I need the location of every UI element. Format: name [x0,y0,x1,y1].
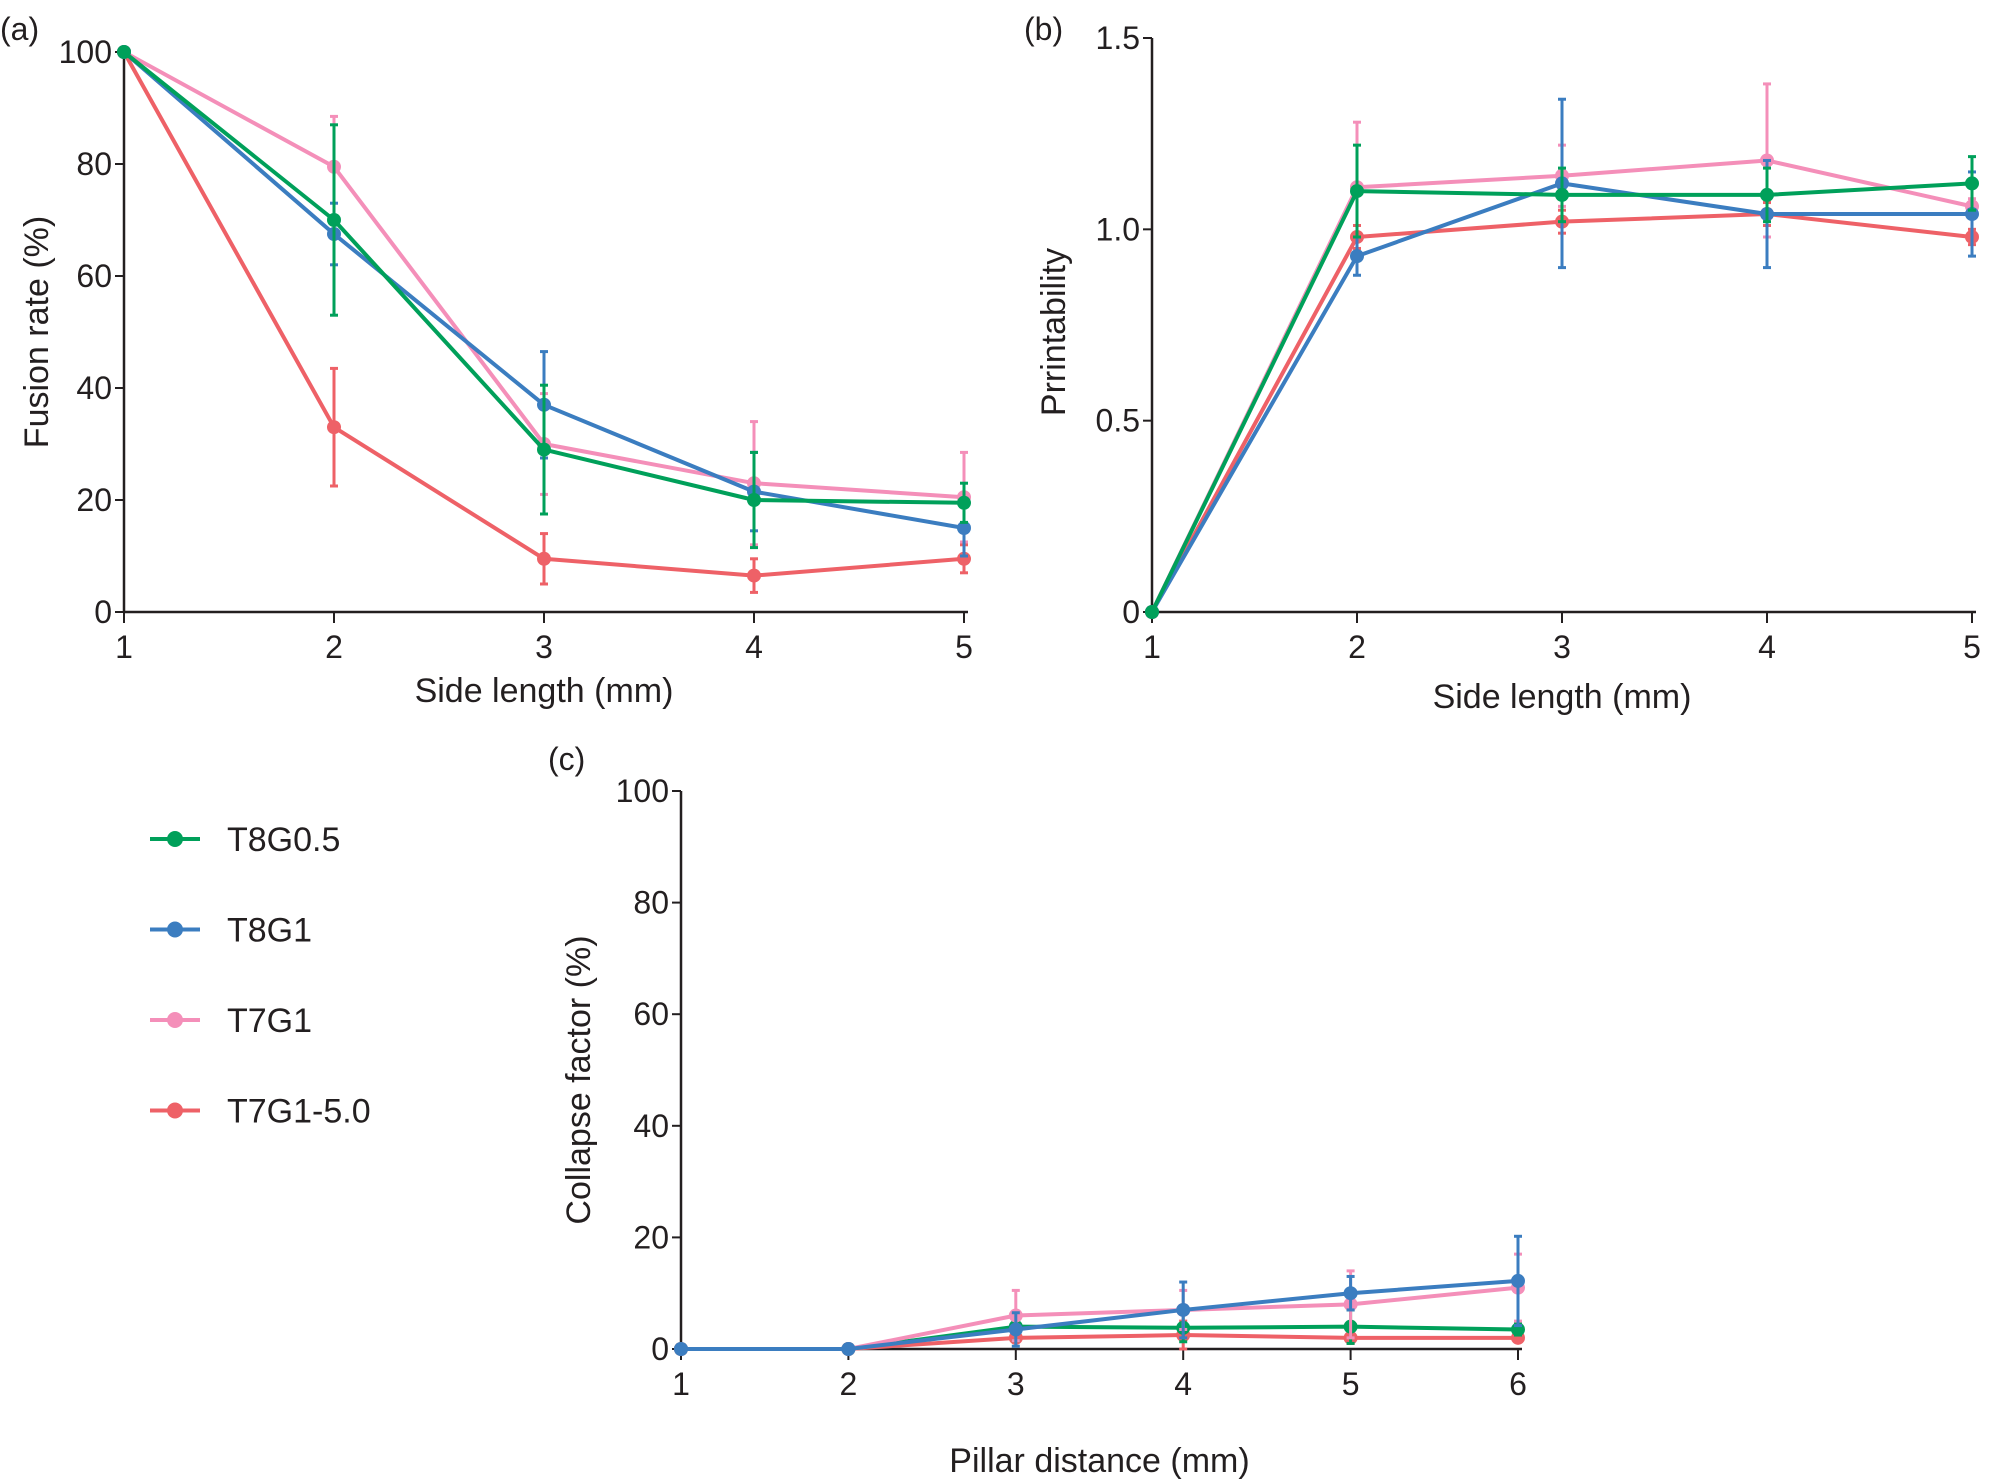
data-point [1176,1302,1191,1317]
data-point [1511,1273,1525,1288]
data-point [1350,249,1364,264]
x-axis-title: Side length (mm) [415,672,674,710]
x-tick-label: 4 [1174,1366,1192,1402]
data-point [1008,1322,1023,1337]
legend-label: T7G1-5.0 [227,1093,371,1131]
x-tick-label: 5 [955,629,973,665]
data-point [747,568,761,583]
data-point [327,213,341,227]
y-tick-label: 20 [633,1219,669,1255]
x-tick-label: 1 [115,629,133,665]
legend: T8G0.5 T8G1 T7G1 T7G1-5.0 [150,821,371,1131]
series-t8g0-5 [1145,143,1979,619]
x-tick-label: 6 [1509,1366,1527,1402]
y-tick-label: 100 [59,34,112,70]
legend-item: T8G0.5 [150,821,340,859]
y-tick-label: 60 [76,258,112,294]
series-line [681,1278,1519,1351]
panel-label: (c) [548,741,585,777]
panel-label: (a) [0,11,39,47]
data-point [957,495,971,510]
series-line [681,1333,1518,1351]
legend-item: T8G1 [150,912,312,950]
data-point [1350,184,1364,199]
y-tick-label: 20 [76,482,112,518]
series-t7g1 [674,1252,1525,1356]
y-tick-label: 1.0 [1096,211,1140,247]
data-point [957,521,971,535]
x-tick-label: 1 [672,1366,690,1402]
data-point [747,493,761,507]
data-point [674,1342,688,1356]
y-tick-label: 40 [76,370,112,406]
legend-label: T8G0.5 [227,821,340,859]
legend-item: T7G1 [150,1002,312,1040]
y-tick-label: 80 [633,885,669,921]
chart-b: (b) 0 0.5 1.0 1.5 1 2 3 4 5 Side length (mm) Prrint… [1024,11,1981,716]
data-point [1555,187,1569,202]
series-t7g1-5-0 [117,45,971,594]
legend-item: T7G1-5.0 [150,1093,371,1131]
y-tick-label: 0 [1122,594,1140,630]
x-tick-label: 2 [840,1366,858,1402]
data-point [537,551,551,566]
y-axis-title: Fusion rate (%) [18,216,56,448]
legend-label: T8G1 [227,912,312,950]
x-tick-label: 1 [1143,629,1161,665]
data-point [1145,605,1159,619]
x-tick-label: 2 [1348,629,1366,665]
x-tick-label: 5 [1963,629,1981,665]
x-tick-label: 4 [1758,629,1776,665]
legend-label: T7G1 [227,1002,312,1040]
panel-label: (b) [1024,11,1063,47]
y-tick-label: 40 [633,1108,669,1144]
x-tick-label: 3 [535,629,553,665]
x-tick-label: 2 [325,629,343,665]
x-axis-title: Side length (mm) [1433,678,1692,716]
y-tick-label: 0 [651,1331,669,1367]
x-tick-label: 3 [1007,1366,1025,1402]
data-point [327,420,341,435]
series-line [1150,212,1973,613]
legend-marker [167,1102,183,1119]
x-tick-label: 4 [745,629,763,665]
y-tick-label: 60 [633,996,669,1032]
data-point [1965,176,1979,191]
y-tick-label: 100 [616,773,669,809]
y-tick-label: 0 [94,594,112,630]
chart-a: (a) 0 20 40 60 80 100 1 2 3 4 5 Side length (mm) Fusi… [0,11,973,710]
y-tick-label: 1.5 [1096,20,1140,56]
x-axis-title: Pillar distance (mm) [949,1442,1249,1480]
legend-marker [167,921,183,938]
y-axis-title: Collapse factor (%) [560,935,598,1224]
series-t8g0-5 [117,45,971,550]
series-t8g1 [674,1234,1525,1356]
y-tick-label: 0.5 [1096,403,1140,439]
data-point [537,442,551,457]
data-point [1343,1286,1358,1301]
legend-marker [167,831,183,847]
chart-c: (c) 0 20 40 60 80 100 1 2 3 4 5 6 Pillar distance (mm… [548,741,1527,1480]
legend-marker [167,1012,183,1028]
y-tick-label: 80 [76,146,112,182]
x-tick-label: 5 [1342,1366,1360,1402]
data-point [841,1342,856,1356]
x-tick-label: 3 [1553,629,1571,665]
data-point [1760,187,1774,202]
data-point [117,45,131,59]
y-axis-title: Prrintability [1035,248,1073,416]
